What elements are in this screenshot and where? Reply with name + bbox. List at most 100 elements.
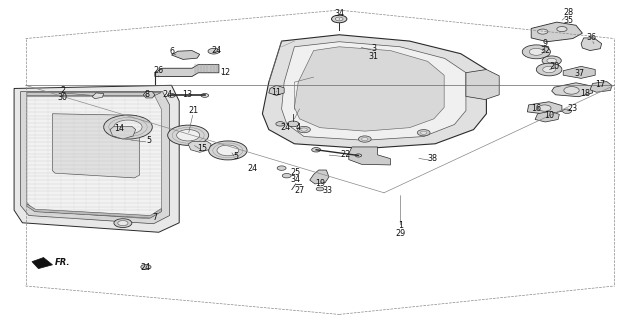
- Text: 15: 15: [197, 144, 207, 153]
- Text: 22: 22: [340, 150, 351, 159]
- Circle shape: [312, 148, 321, 152]
- Polygon shape: [32, 258, 52, 269]
- Text: 19: 19: [315, 179, 325, 188]
- Polygon shape: [262, 35, 486, 149]
- Polygon shape: [310, 170, 329, 184]
- Polygon shape: [535, 111, 559, 122]
- Text: 24: 24: [163, 90, 173, 99]
- Text: 28: 28: [563, 8, 573, 17]
- Polygon shape: [92, 93, 104, 99]
- Circle shape: [536, 63, 562, 76]
- Circle shape: [298, 126, 310, 133]
- Text: 38: 38: [427, 154, 437, 163]
- Circle shape: [417, 130, 430, 136]
- Text: 24: 24: [247, 164, 257, 173]
- Polygon shape: [466, 70, 499, 100]
- Text: 34: 34: [334, 9, 344, 18]
- Circle shape: [201, 94, 209, 97]
- Polygon shape: [52, 114, 140, 178]
- Circle shape: [420, 131, 427, 134]
- Text: 24: 24: [280, 123, 291, 132]
- Text: 12: 12: [220, 68, 230, 77]
- Text: 20: 20: [549, 63, 559, 71]
- Text: 2: 2: [60, 86, 65, 95]
- Polygon shape: [563, 66, 595, 78]
- Polygon shape: [581, 38, 602, 51]
- Text: 17: 17: [595, 80, 605, 89]
- Polygon shape: [349, 147, 390, 165]
- Text: 5: 5: [233, 152, 238, 161]
- Polygon shape: [527, 102, 562, 114]
- Circle shape: [355, 154, 362, 157]
- Text: 18: 18: [580, 89, 591, 98]
- Text: 23: 23: [568, 104, 578, 112]
- Polygon shape: [27, 204, 161, 218]
- Circle shape: [114, 120, 142, 134]
- Circle shape: [529, 48, 543, 55]
- Text: 37: 37: [575, 70, 585, 78]
- Text: 34: 34: [291, 175, 301, 184]
- Text: 5: 5: [146, 136, 151, 145]
- Text: 7: 7: [152, 213, 157, 222]
- Text: 27: 27: [294, 186, 305, 195]
- Circle shape: [282, 173, 291, 178]
- Circle shape: [522, 45, 550, 59]
- Text: 11: 11: [271, 88, 282, 97]
- Text: 26: 26: [154, 66, 164, 75]
- Circle shape: [277, 166, 286, 170]
- Circle shape: [104, 115, 152, 139]
- Circle shape: [563, 109, 572, 113]
- Circle shape: [538, 105, 551, 111]
- Text: 31: 31: [369, 52, 379, 61]
- Text: 36: 36: [586, 33, 596, 42]
- Polygon shape: [27, 93, 161, 95]
- Circle shape: [168, 94, 175, 97]
- Text: 13: 13: [182, 90, 193, 99]
- Text: 32: 32: [540, 46, 550, 55]
- Text: 24: 24: [141, 263, 151, 272]
- Circle shape: [335, 17, 343, 21]
- Circle shape: [547, 58, 557, 63]
- Polygon shape: [590, 82, 612, 92]
- Circle shape: [564, 87, 579, 94]
- Circle shape: [209, 141, 247, 160]
- Polygon shape: [14, 85, 179, 232]
- Circle shape: [177, 130, 200, 141]
- Circle shape: [316, 187, 324, 191]
- Circle shape: [208, 48, 220, 54]
- Text: 21: 21: [188, 106, 198, 115]
- Text: 6: 6: [169, 47, 174, 56]
- Polygon shape: [282, 42, 466, 140]
- Polygon shape: [20, 92, 170, 224]
- Circle shape: [358, 136, 371, 142]
- Polygon shape: [27, 96, 161, 219]
- Text: 16: 16: [531, 104, 541, 112]
- Polygon shape: [155, 64, 219, 76]
- Text: 10: 10: [544, 112, 554, 120]
- Circle shape: [301, 128, 307, 131]
- Circle shape: [362, 137, 368, 141]
- Circle shape: [538, 29, 548, 34]
- Circle shape: [118, 221, 128, 226]
- Circle shape: [276, 122, 285, 126]
- Polygon shape: [531, 22, 582, 42]
- Text: 14: 14: [114, 124, 124, 133]
- Polygon shape: [552, 83, 593, 97]
- Text: 29: 29: [396, 229, 406, 238]
- Text: 9: 9: [543, 39, 548, 48]
- Circle shape: [141, 264, 151, 270]
- Text: 8: 8: [145, 90, 150, 99]
- Text: 3: 3: [371, 44, 376, 53]
- Circle shape: [114, 219, 132, 228]
- Text: 25: 25: [291, 168, 301, 177]
- Circle shape: [287, 121, 299, 127]
- Polygon shape: [143, 92, 155, 98]
- Text: 35: 35: [563, 16, 573, 25]
- Text: 4: 4: [296, 123, 301, 132]
- Polygon shape: [172, 51, 200, 59]
- Circle shape: [543, 66, 556, 73]
- Text: 30: 30: [58, 93, 68, 102]
- Text: 33: 33: [322, 186, 332, 195]
- Polygon shape: [188, 142, 211, 152]
- Text: 24: 24: [211, 46, 221, 55]
